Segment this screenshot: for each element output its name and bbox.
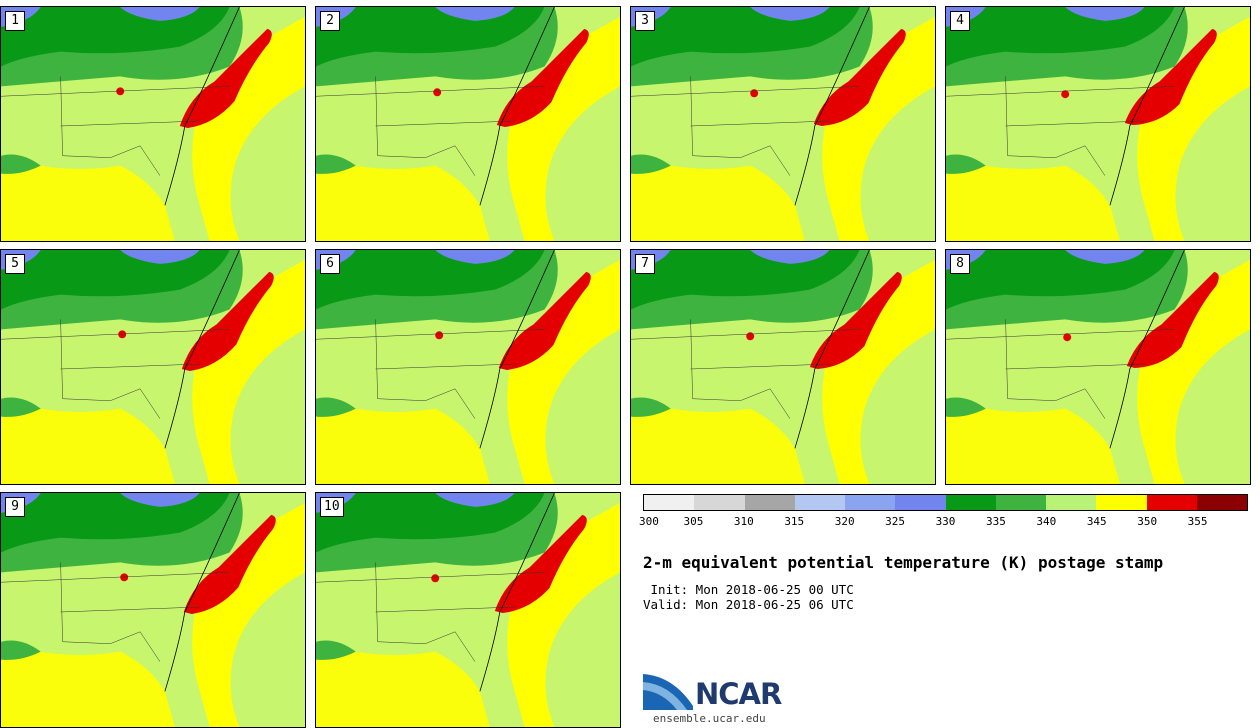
map-panel: 5 xyxy=(0,249,306,485)
map-shapes xyxy=(631,250,935,484)
map-panel: 4 xyxy=(945,6,1251,242)
color-bar-tick-label: 355 xyxy=(1187,515,1208,528)
panel-number-label: 2 xyxy=(320,11,340,31)
map-panel: 6 xyxy=(315,249,621,485)
ncar-wordmark: NCAR xyxy=(695,677,782,711)
map-shapes xyxy=(946,250,1250,484)
color-bar-tick-label: 315 xyxy=(784,515,805,528)
color-bar-swatch xyxy=(995,495,1046,510)
ncar-logo: NCAR ensemble.ucar.edu xyxy=(643,672,803,725)
panel-number-label: 5 xyxy=(5,254,25,274)
color-bar xyxy=(643,494,1248,511)
color-bar-tick-label: 305 xyxy=(683,515,704,528)
map-panel: 2 xyxy=(315,6,621,242)
map-shapes xyxy=(316,250,620,484)
color-bar-tick-label: 310 xyxy=(733,515,754,528)
map-shapes xyxy=(946,7,1250,241)
panel-number-label: 10 xyxy=(320,497,344,517)
color-bar-tick-label: 340 xyxy=(1036,515,1057,528)
panel-number-label: 7 xyxy=(635,254,655,274)
valid-time: Valid: Mon 2018-06-25 06 UTC xyxy=(643,597,854,612)
map-panel: 1 xyxy=(0,6,306,242)
panel-number-label: 4 xyxy=(950,11,970,31)
panel-number-label: 1 xyxy=(5,11,25,31)
panel-number-label: 8 xyxy=(950,254,970,274)
color-bar-swatch xyxy=(1146,495,1197,510)
map-shapes xyxy=(1,250,305,484)
panel-number-label: 3 xyxy=(635,11,655,31)
panel-number-label: 6 xyxy=(320,254,340,274)
color-bar-swatch xyxy=(1046,495,1097,510)
color-bar-tick-label: 345 xyxy=(1086,515,1107,528)
ensemble-url: ensemble.ucar.edu xyxy=(653,712,766,725)
ncar-swoosh-icon xyxy=(643,674,693,710)
map-shapes xyxy=(1,7,305,241)
color-bar-tick-label: 330 xyxy=(935,515,956,528)
init-time: Init: Mon 2018-06-25 00 UTC xyxy=(643,582,854,597)
color-bar-ticks: 300 305 310 315 320 325 330 335 340 345 350 355 xyxy=(639,515,1248,529)
color-bar-swatch xyxy=(1196,495,1247,510)
color-bar-tick-label: 350 xyxy=(1137,515,1158,528)
color-bar-swatch xyxy=(644,495,695,510)
map-shapes xyxy=(316,7,620,241)
color-bar-tick-label: 335 xyxy=(985,515,1006,528)
map-shapes xyxy=(1,493,305,727)
plot-title: 2-m equivalent potential temperature (K)… xyxy=(643,553,1164,572)
color-bar-tick-label: 325 xyxy=(885,515,906,528)
color-bar-tick-label: 320 xyxy=(834,515,855,528)
panel-number-label: 9 xyxy=(5,497,25,517)
color-bar-swatch xyxy=(1096,495,1147,510)
map-panel: 3 xyxy=(630,6,936,242)
color-bar-swatch xyxy=(694,495,745,510)
map-panel: 7 xyxy=(630,249,936,485)
map-panel: 9 xyxy=(0,492,306,728)
color-bar-swatch xyxy=(794,495,845,510)
map-panel: 8 xyxy=(945,249,1251,485)
color-bar-tick-label: 300 xyxy=(639,515,659,528)
map-shapes xyxy=(631,7,935,241)
color-bar-swatch xyxy=(845,495,896,510)
color-bar-swatch xyxy=(895,495,946,510)
map-panel: 10 xyxy=(315,492,621,728)
map-shapes xyxy=(316,493,620,727)
color-bar-swatch xyxy=(945,495,996,510)
color-bar-swatch xyxy=(744,495,795,510)
